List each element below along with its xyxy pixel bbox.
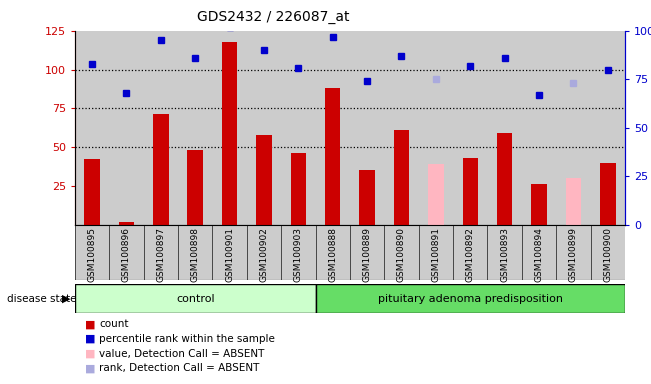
Text: count: count — [99, 319, 128, 329]
Bar — [316, 284, 625, 313]
Bar — [350, 225, 384, 280]
Bar — [566, 178, 581, 225]
Text: pituitary adenoma predisposition: pituitary adenoma predisposition — [378, 293, 562, 304]
Bar — [531, 184, 547, 225]
Bar — [187, 150, 203, 225]
Text: GSM100895: GSM100895 — [87, 227, 96, 282]
Bar — [290, 153, 306, 225]
Bar — [153, 114, 169, 225]
Bar — [590, 31, 625, 225]
Text: control: control — [176, 293, 215, 304]
Bar — [222, 41, 238, 225]
Bar — [462, 158, 478, 225]
Bar — [212, 225, 247, 280]
Text: percentile rank within the sample: percentile rank within the sample — [99, 334, 275, 344]
Bar — [178, 225, 212, 280]
Bar — [384, 225, 419, 280]
Bar — [384, 31, 419, 225]
Bar — [497, 133, 512, 225]
Bar — [590, 225, 625, 280]
Text: rank, Detection Call = ABSENT: rank, Detection Call = ABSENT — [99, 363, 259, 373]
Bar — [247, 31, 281, 225]
Bar — [428, 164, 443, 225]
Bar — [144, 31, 178, 225]
Bar — [85, 159, 100, 225]
Text: ■: ■ — [85, 319, 95, 329]
Text: GSM100894: GSM100894 — [534, 227, 544, 282]
Bar — [350, 31, 384, 225]
Bar — [75, 225, 109, 280]
Bar — [75, 31, 109, 225]
Bar — [109, 31, 144, 225]
Bar — [419, 31, 453, 225]
Text: ■: ■ — [85, 363, 95, 373]
Bar — [316, 225, 350, 280]
Bar — [488, 225, 522, 280]
Text: GSM100900: GSM100900 — [603, 227, 613, 282]
Bar — [453, 31, 488, 225]
Bar — [178, 31, 212, 225]
Text: disease state: disease state — [7, 294, 76, 304]
Text: GSM100891: GSM100891 — [432, 227, 440, 282]
Text: GSM100901: GSM100901 — [225, 227, 234, 282]
Text: GSM100892: GSM100892 — [465, 227, 475, 282]
Bar — [281, 31, 316, 225]
Bar — [75, 284, 316, 313]
Bar — [247, 225, 281, 280]
Text: GSM100889: GSM100889 — [363, 227, 372, 282]
Text: GSM100893: GSM100893 — [500, 227, 509, 282]
Bar — [256, 135, 271, 225]
Bar — [359, 170, 375, 225]
Bar — [144, 225, 178, 280]
Text: GSM100899: GSM100899 — [569, 227, 578, 282]
Text: GSM100902: GSM100902 — [260, 227, 268, 282]
Bar — [394, 130, 409, 225]
Bar — [325, 88, 340, 225]
Text: GDS2432 / 226087_at: GDS2432 / 226087_at — [197, 10, 350, 23]
Bar — [556, 225, 590, 280]
Bar — [453, 225, 488, 280]
Bar — [316, 31, 350, 225]
Text: GSM100890: GSM100890 — [397, 227, 406, 282]
Bar — [118, 222, 134, 225]
Bar — [488, 31, 522, 225]
Text: GSM100897: GSM100897 — [156, 227, 165, 282]
Text: value, Detection Call = ABSENT: value, Detection Call = ABSENT — [99, 349, 264, 359]
Text: GSM100896: GSM100896 — [122, 227, 131, 282]
Text: ▶: ▶ — [62, 294, 70, 304]
Bar — [109, 225, 144, 280]
Bar — [522, 225, 556, 280]
Text: GSM100903: GSM100903 — [294, 227, 303, 282]
Bar — [522, 31, 556, 225]
Text: GSM100898: GSM100898 — [191, 227, 200, 282]
Bar — [212, 31, 247, 225]
Text: ■: ■ — [85, 334, 95, 344]
Bar — [419, 225, 453, 280]
Text: ■: ■ — [85, 349, 95, 359]
Text: GSM100888: GSM100888 — [328, 227, 337, 282]
Bar — [556, 31, 590, 225]
Bar — [600, 162, 615, 225]
Bar — [281, 225, 316, 280]
